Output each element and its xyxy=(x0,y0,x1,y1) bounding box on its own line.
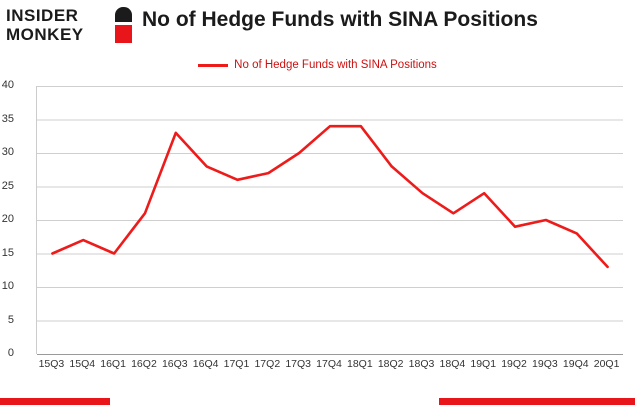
y-tick-label: 35 xyxy=(1,112,14,125)
y-tick-label: 25 xyxy=(1,179,14,192)
x-tick-label: 17Q1 xyxy=(223,358,250,370)
x-tick-label: 15Q3 xyxy=(38,358,65,370)
legend-swatch-icon xyxy=(198,63,229,67)
x-tick-label: 18Q4 xyxy=(439,358,466,370)
chart-legend: No of Hedge Funds with SINA Positions xyxy=(0,56,635,74)
y-tick-label: 40 xyxy=(1,79,14,91)
logo-line-insider: INSIDER xyxy=(6,6,79,25)
page-title: No of Hedge Funds with SINA Positions xyxy=(142,8,538,31)
bottom-accent-left xyxy=(0,398,110,405)
x-tick-label: 18Q2 xyxy=(377,358,404,370)
x-tick-label: 16Q1 xyxy=(100,358,126,370)
x-tick-label: 17Q3 xyxy=(285,358,311,370)
series-line-chart xyxy=(37,86,623,355)
x-tick-label: 19Q2 xyxy=(501,358,527,370)
x-tick-label: 17Q4 xyxy=(316,358,342,370)
legend-label: No of Hedge Funds with SINA Positions xyxy=(234,59,437,71)
bottom-accent-right xyxy=(439,398,635,405)
x-tick-label: 16Q3 xyxy=(161,358,188,370)
y-tick-label: 0 xyxy=(7,347,14,359)
logo-mark-icon xyxy=(115,7,132,43)
y-tick-label: 30 xyxy=(1,146,14,158)
x-tick-label: 15Q4 xyxy=(69,358,96,370)
y-tick-label: 5 xyxy=(7,313,14,326)
x-tick-label: 17Q2 xyxy=(254,358,281,370)
plot-area xyxy=(36,86,623,355)
logo-line-monkey: MONKEY xyxy=(6,25,84,44)
page-header: INSIDER MONKEY No of Hedge Funds with SI… xyxy=(0,0,635,52)
x-tick-label: 20Q1 xyxy=(593,358,620,370)
x-tick-label: 18Q1 xyxy=(346,358,373,370)
insider-monkey-logo: INSIDER MONKEY xyxy=(6,6,132,46)
x-tick-label: 16Q4 xyxy=(192,358,219,370)
x-tick-label: 19Q3 xyxy=(532,358,558,370)
x-tick-label: 18Q3 xyxy=(408,358,435,370)
y-tick-label: 15 xyxy=(1,246,14,259)
y-tick-label: 20 xyxy=(1,213,14,225)
x-tick-label: 19Q4 xyxy=(562,358,589,370)
x-tick-label: 19Q1 xyxy=(470,358,497,370)
y-tick-label: 10 xyxy=(1,280,14,292)
x-tick-label: 16Q2 xyxy=(131,358,157,370)
